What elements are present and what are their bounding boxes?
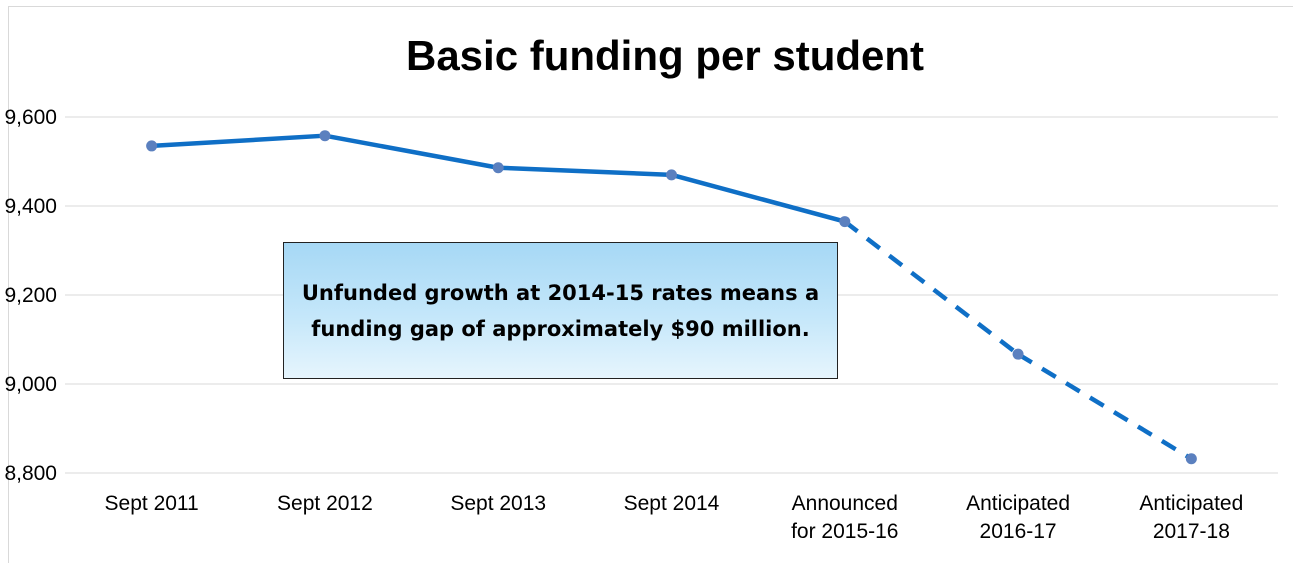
series-markers [146,130,1197,465]
annotation-box: Unfunded growth at 2014-15 rates means a… [283,242,838,379]
series-segment [149,133,328,149]
y-tick-label: 8,800 [4,462,57,485]
series-segment-dashed [843,219,1020,356]
x-tick-label: for 2015-16 [791,520,898,543]
x-tick-label: Anticipated [1139,492,1243,515]
data-point [666,169,677,181]
data-point [146,140,158,152]
y-tick-label: 9,000 [4,373,57,396]
x-tick-label: Sept 2012 [277,492,373,515]
x-tick-label: 2017-18 [1153,520,1230,543]
data-point [492,162,504,174]
x-tick-label: Sept 2011 [105,492,199,515]
data-point [1012,348,1024,360]
series-segment [322,133,501,170]
x-axis-ticks: Sept 2011 Sept 2012 Sept 2013 Sept 2014 Anno… [105,492,1244,543]
series-segment [669,172,848,224]
data-point [1185,453,1197,465]
series-segment [495,165,674,178]
series-segment-dashed [1016,352,1193,461]
y-axis-ticks: 8,800 9,000 9,200 9,400 9,600 [4,106,57,485]
chart-frame [8,6,1293,563]
annotation-text: Unfunded growth at 2014-15 rates means a… [301,280,820,341]
series-line [149,133,1193,461]
data-point [839,216,851,228]
x-tick-label: Anticipated [966,492,1070,515]
x-tick-label: 2016-17 [980,520,1057,543]
y-tick-label: 9,200 [4,284,57,307]
data-point [319,130,331,142]
y-tick-label: 9,400 [4,195,57,218]
y-tick-label: 9,600 [4,106,57,129]
chart-title: Basic funding per student [406,32,924,79]
x-tick-label: Announced [792,492,898,515]
x-tick-label: Sept 2014 [624,492,720,515]
x-tick-label: Sept 2013 [450,492,546,515]
